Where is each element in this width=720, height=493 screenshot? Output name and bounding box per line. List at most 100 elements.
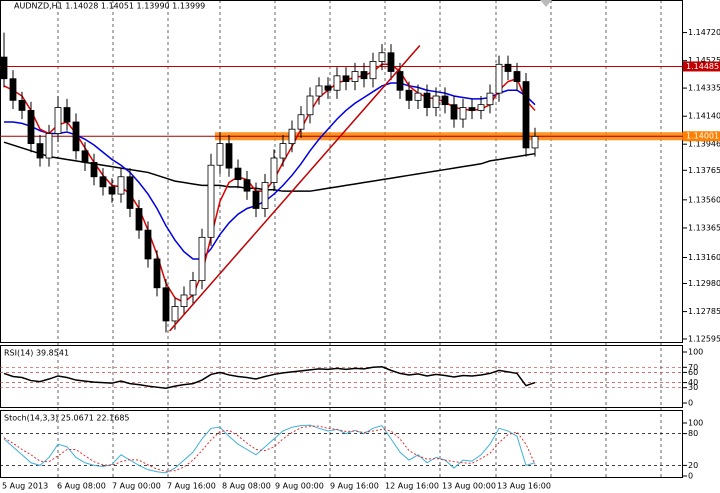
candle-body <box>63 107 71 123</box>
candle-body <box>180 294 188 307</box>
candle-body <box>342 75 350 82</box>
candle-body <box>0 56 8 80</box>
moving-average <box>4 82 536 260</box>
main-panel <box>0 0 683 343</box>
chart-title: AUDNZD,H1 1.14028 1.14051 1.13990 1.1399… <box>14 2 205 11</box>
candle-body <box>396 71 404 91</box>
candle-body <box>468 107 476 111</box>
x-tick-label: 7 Aug 00:00 <box>112 482 161 491</box>
candle-body <box>387 52 395 72</box>
x-tick-label: 9 Aug 00:00 <box>275 482 324 491</box>
rsi-title: RSI(14) 39.8541 <box>4 349 69 358</box>
y-tick-label: 30 <box>688 383 698 392</box>
candle-body <box>153 258 161 289</box>
x-tick-label: 12 Aug 16:00 <box>385 482 439 491</box>
candle-body <box>72 121 80 152</box>
trendline <box>169 45 421 332</box>
candle-body <box>477 104 485 111</box>
candle-body <box>117 176 125 195</box>
x-tick-label: 5 Aug 2013 <box>2 482 48 491</box>
candle-body <box>333 75 341 91</box>
candle-body <box>108 186 116 195</box>
candle-body <box>198 236 206 281</box>
candle-body <box>522 81 530 149</box>
y-tick-label: 1.13765 <box>688 166 720 175</box>
y-tick-label: 1.13560 <box>688 195 720 204</box>
y-tick-label: 1.13946 <box>688 140 720 149</box>
candle-body <box>297 114 305 130</box>
y-tick-label: 1.12980 <box>688 279 720 288</box>
rsi-line <box>3 366 536 389</box>
y-tick-label: 1.14335 <box>688 84 720 93</box>
candle-body <box>432 95 440 108</box>
y-tick-label: 60 <box>688 368 698 377</box>
y-tick-label: 0 <box>688 472 693 481</box>
level-price-box <box>683 131 720 142</box>
candle-body <box>459 107 467 120</box>
rsi-panel <box>0 345 683 408</box>
candle-body <box>162 287 170 322</box>
level-price-label: 1.14001 <box>686 132 719 141</box>
candle-body <box>135 208 143 231</box>
candle-body <box>207 164 215 238</box>
y-tick-label: 1.14140 <box>688 112 720 121</box>
stoch-main <box>3 424 536 474</box>
candle-body <box>9 78 17 101</box>
y-tick-label: 0 <box>688 399 693 408</box>
candle-body <box>315 85 323 97</box>
candle-body <box>531 135 539 149</box>
y-tick-label: 1.13365 <box>688 223 720 232</box>
candle-body <box>414 92 422 101</box>
candle-body <box>18 99 26 111</box>
y-tick-label: 1.13160 <box>688 253 720 262</box>
x-tick-label: 8 Aug 08:00 <box>222 482 271 491</box>
y-tick-label: 40 <box>688 378 698 387</box>
candle-body <box>216 143 224 166</box>
candle-body <box>81 150 89 163</box>
y-tick-label: 100 <box>688 348 703 357</box>
candle-body <box>306 95 314 116</box>
y-tick-label: 70 <box>688 363 698 372</box>
candle-body <box>270 157 278 183</box>
x-tick-label: 13 Aug 16:00 <box>497 482 551 491</box>
candle-body <box>126 176 134 209</box>
candle-body <box>378 52 386 62</box>
candle-body <box>243 179 251 192</box>
candle-body <box>171 306 179 322</box>
candle-body <box>495 63 503 94</box>
candle-body <box>36 143 44 159</box>
candle-body <box>369 61 377 80</box>
candle-body <box>288 128 296 145</box>
candle-body <box>54 107 62 134</box>
x-tick-label: 9 Aug 16:00 <box>330 482 379 491</box>
candle-body <box>423 92 431 108</box>
x-tick-label: 6 Aug 08:00 <box>57 482 106 491</box>
y-tick-label: 1.12785 <box>688 307 720 316</box>
candle-body <box>441 95 449 106</box>
candle-body <box>252 190 260 209</box>
y-tick-label: 1.14525 <box>688 56 720 65</box>
candle-body <box>261 182 269 209</box>
candle-body <box>324 85 332 91</box>
candle-body <box>27 110 35 145</box>
stoch-panel <box>0 410 683 478</box>
y-tick-label: 80 <box>688 429 698 438</box>
candle-body <box>504 63 512 72</box>
candle-body <box>360 71 368 80</box>
y-tick-label: 100 <box>688 419 703 428</box>
candle-body <box>234 167 242 181</box>
candle-body <box>513 71 521 82</box>
scroll-marker <box>540 0 552 7</box>
candle-body <box>90 161 98 178</box>
x-tick-label: 13 Aug 00:00 <box>442 482 496 491</box>
stoch-title: Stoch(14,3,3) 25.0671 22.1685 <box>4 414 130 423</box>
candle-body <box>279 143 287 159</box>
y-tick-label: 1.12595 <box>688 334 720 343</box>
stoch-signal <box>3 425 536 472</box>
level-price-box <box>683 61 720 72</box>
y-tick-label: 1.14720 <box>688 28 720 37</box>
candle-body <box>99 176 107 188</box>
level-price-label: 1.14485 <box>686 62 719 71</box>
y-tick-label: 20 <box>688 461 698 470</box>
